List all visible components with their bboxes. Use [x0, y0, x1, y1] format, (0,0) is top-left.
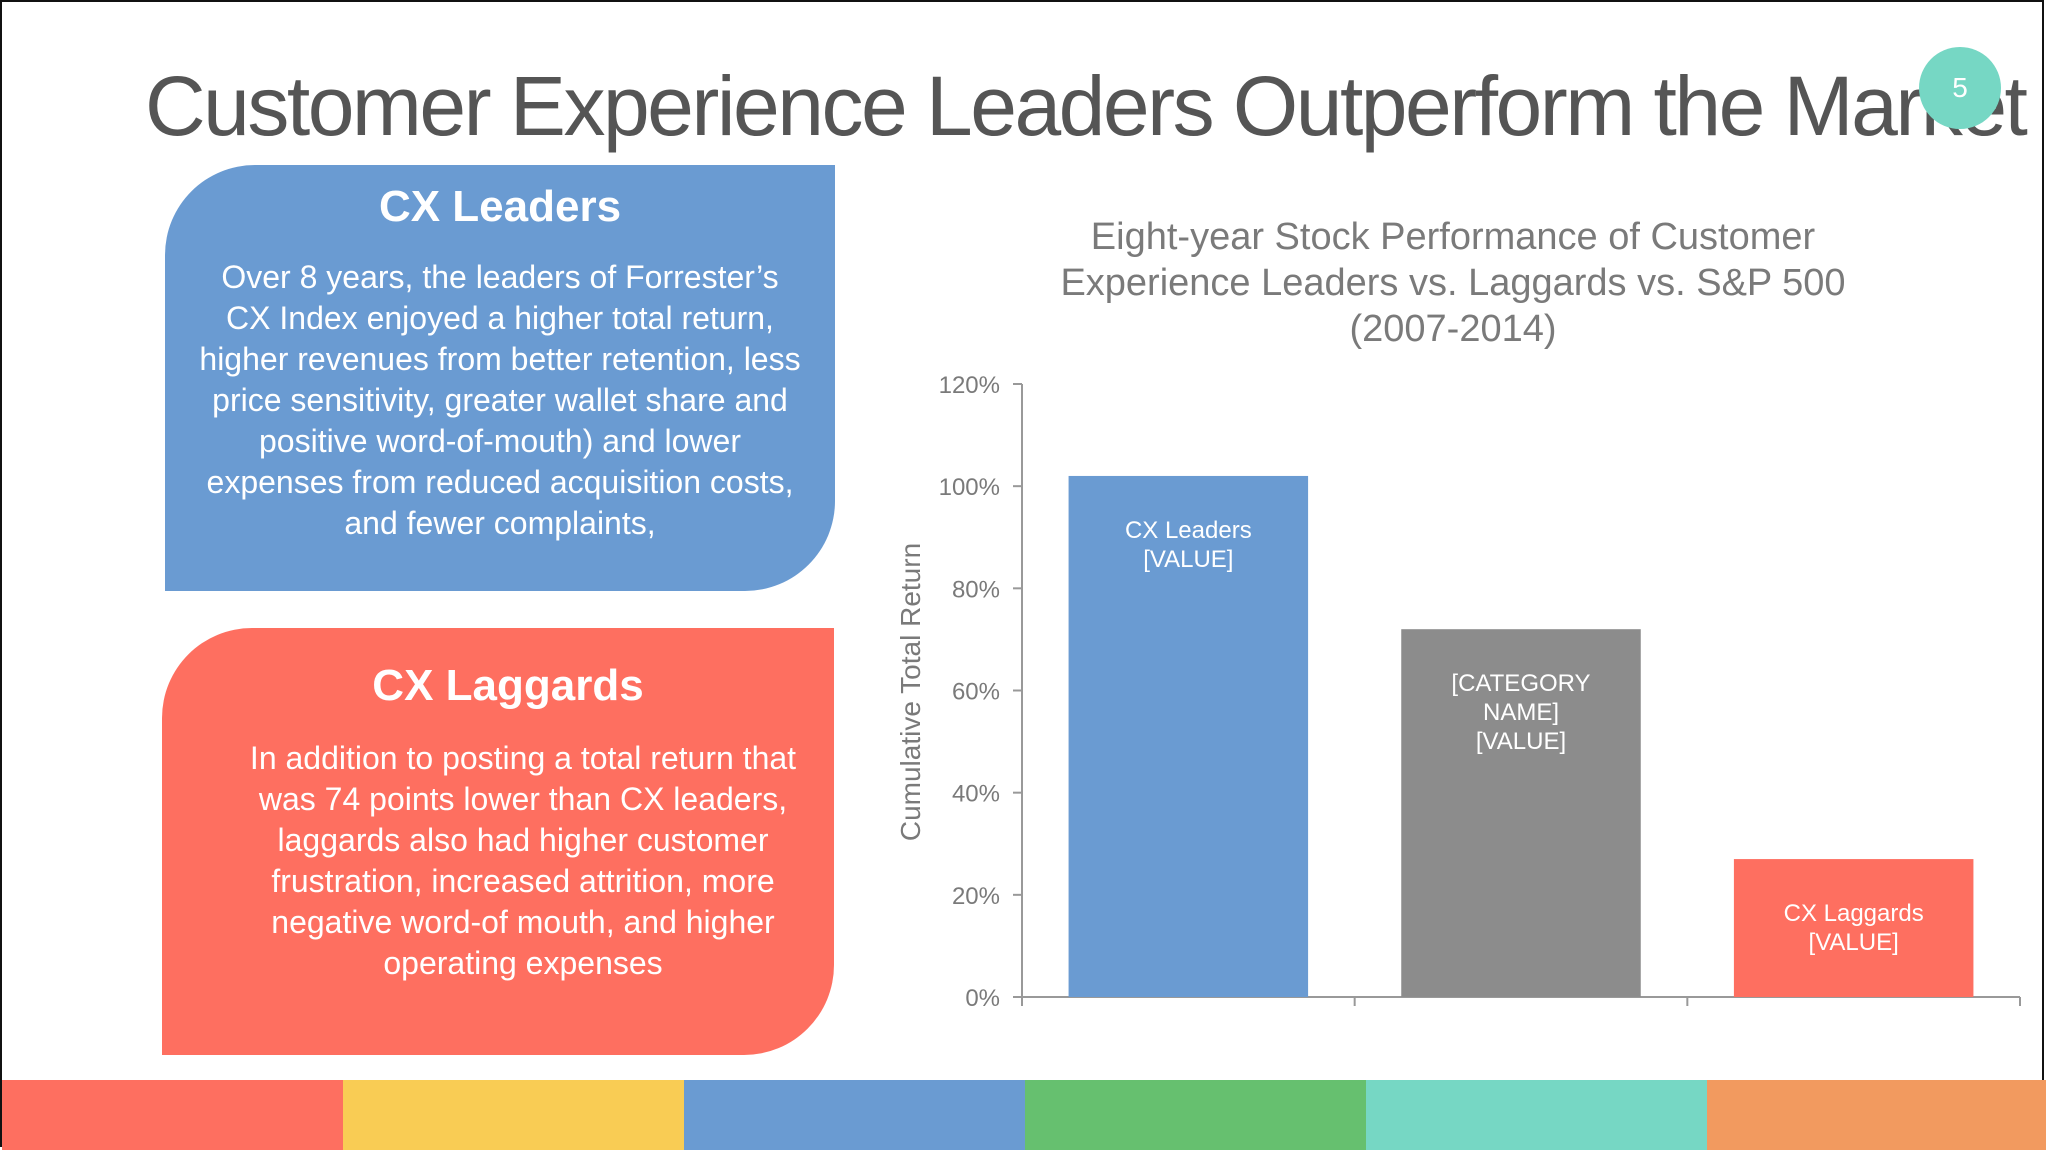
- bar-data-label-line: [VALUE]: [1809, 929, 1899, 956]
- bar-data-label-line: [VALUE]: [1476, 728, 1566, 755]
- bar-data-label-line: [CATEGORY: [1451, 670, 1590, 697]
- bar: [1401, 629, 1641, 997]
- chart-title-line: Eight-year Stock Performance of Customer: [1091, 216, 1816, 258]
- cx-leaders-text: Over 8 years, the leaders of Forrester’s…: [199, 259, 801, 541]
- cx-leaders-heading: CX Leaders: [378, 182, 622, 231]
- chart-title-line: (2007-2014): [1349, 308, 1556, 350]
- y-tick-label: 40%: [952, 781, 1000, 808]
- bar-data-label: CX Leaders [VALUE]: [1125, 517, 1252, 573]
- cx-laggards-text: In addition to posting a total return th…: [249, 740, 797, 981]
- bar-data-label: [CATEGORY NAME] [VALUE]: [1451, 670, 1590, 755]
- y-tick-label: 120%: [939, 372, 1000, 399]
- bar: [1733, 859, 1974, 997]
- bar-data-label-line: [VALUE]: [1143, 546, 1233, 573]
- stripe-segment: [1707, 1080, 2046, 1150]
- stripe-segment: [2, 1080, 343, 1150]
- cx-leaders-panel: CX Leaders Over 8 years, the leaders of …: [165, 165, 835, 591]
- stripe-segment: [1366, 1080, 1707, 1150]
- y-tick-label: 100%: [939, 474, 1000, 501]
- y-tick-label: 80%: [952, 576, 1000, 603]
- page-number-badge: 5: [1919, 47, 2001, 129]
- y-axis-label: Cumulative Total Return: [895, 543, 926, 841]
- bar: [1068, 475, 1309, 997]
- bar-data-label-line: CX Leaders: [1125, 517, 1252, 544]
- y-tick-label: 0%: [965, 985, 1000, 1012]
- y-tick-label: 60%: [952, 679, 1000, 706]
- bar-data-label: CX Laggards [VALUE]: [1784, 900, 1924, 956]
- cx-laggards-panel: CX Laggards In addition to posting a tot…: [162, 628, 834, 1055]
- stripe-segment: [343, 1080, 684, 1150]
- bar-data-label-line: CX Laggards: [1784, 900, 1924, 927]
- bar-data-label-line: NAME]: [1483, 699, 1559, 726]
- stripe-segment: [1025, 1080, 1366, 1150]
- chart-title-line: Experience Leaders vs. Laggards vs. S&P …: [1060, 262, 1845, 304]
- stripe-segment: [684, 1080, 1025, 1150]
- slide-title: Customer Experience Leaders Outperform t…: [145, 59, 2028, 153]
- y-tick-label: 20%: [952, 883, 1000, 910]
- cx-laggards-heading: CX Laggards: [372, 661, 644, 710]
